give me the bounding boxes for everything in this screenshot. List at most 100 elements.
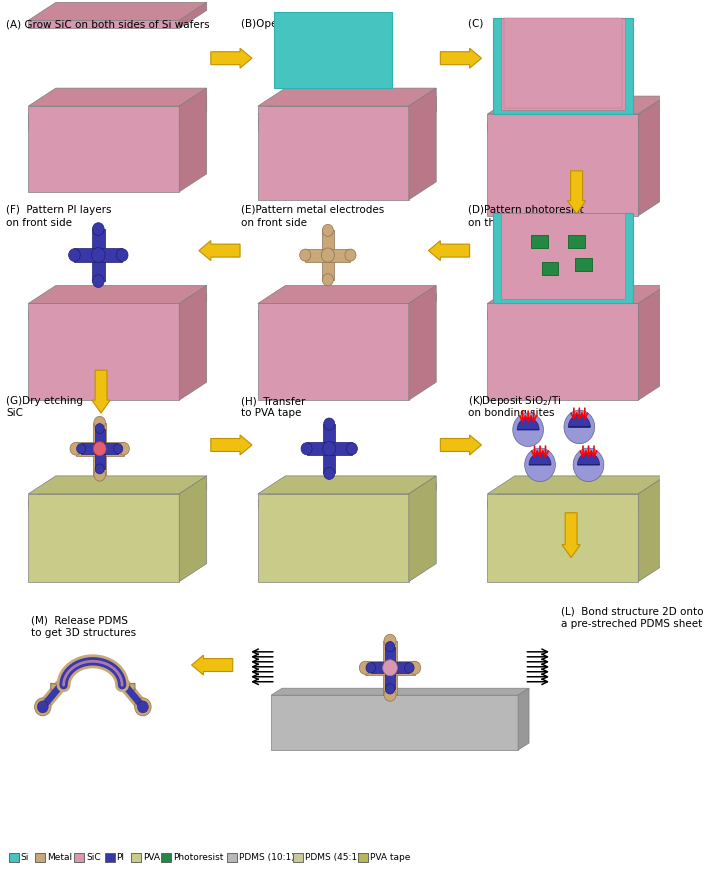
Polygon shape [577, 453, 600, 465]
Circle shape [135, 698, 151, 716]
Bar [227, 853, 237, 862]
Polygon shape [28, 483, 207, 500]
Text: Photoresist: Photoresist [174, 853, 224, 862]
FancyArrow shape [192, 655, 233, 675]
Circle shape [68, 248, 81, 262]
Bar [95, 428, 104, 469]
Text: PDMS (10:1): PDMS (10:1) [239, 853, 294, 862]
Bar [501, 19, 625, 109]
Polygon shape [179, 483, 207, 507]
Polygon shape [179, 96, 207, 122]
Circle shape [405, 663, 414, 673]
Polygon shape [258, 96, 436, 114]
Polygon shape [28, 293, 207, 311]
Circle shape [138, 701, 148, 713]
Polygon shape [179, 104, 207, 130]
Polygon shape [409, 88, 436, 200]
FancyArrow shape [92, 370, 110, 413]
Polygon shape [258, 285, 436, 303]
Circle shape [384, 634, 396, 648]
Text: PDMS (45:1): PDMS (45:1) [305, 853, 360, 862]
Bar [74, 248, 122, 262]
Circle shape [300, 249, 311, 261]
Circle shape [345, 249, 356, 261]
Circle shape [114, 444, 122, 454]
Text: on the back side: on the back side [468, 218, 554, 227]
Polygon shape [179, 476, 207, 581]
Polygon shape [409, 483, 436, 507]
Polygon shape [487, 114, 639, 216]
FancyArrow shape [567, 171, 586, 214]
Bar [92, 229, 104, 281]
Polygon shape [28, 96, 207, 114]
Circle shape [93, 441, 107, 456]
Polygon shape [51, 684, 63, 690]
Polygon shape [258, 293, 436, 311]
Circle shape [91, 248, 105, 263]
Bar [384, 640, 397, 695]
Circle shape [94, 441, 106, 455]
Bar [323, 424, 336, 473]
Polygon shape [258, 303, 409, 400]
Bar [501, 212, 625, 299]
Text: to PVA tape: to PVA tape [241, 408, 302, 418]
Polygon shape [258, 476, 436, 494]
Polygon shape [28, 476, 207, 494]
Polygon shape [28, 285, 207, 303]
Circle shape [513, 413, 544, 447]
Polygon shape [518, 688, 529, 750]
Circle shape [323, 225, 333, 236]
Circle shape [525, 448, 555, 482]
Circle shape [35, 698, 51, 716]
Bar [74, 853, 84, 862]
Circle shape [383, 660, 397, 676]
Polygon shape [258, 500, 409, 507]
Bar [161, 853, 171, 862]
Polygon shape [28, 303, 179, 400]
Bar [131, 853, 141, 862]
Polygon shape [639, 285, 666, 400]
Text: Metal: Metal [47, 853, 72, 862]
FancyArrow shape [199, 241, 240, 261]
Polygon shape [28, 20, 179, 28]
Bar [575, 258, 592, 271]
Polygon shape [487, 285, 666, 303]
Polygon shape [639, 483, 666, 507]
Text: to get 3D structures: to get 3D structures [31, 628, 136, 639]
Text: (D)Pattern photoresist: (D)Pattern photoresist [468, 204, 583, 215]
Polygon shape [409, 476, 436, 581]
Circle shape [324, 467, 335, 479]
Bar [293, 853, 303, 862]
Bar [305, 248, 351, 262]
Circle shape [346, 442, 357, 455]
Bar [365, 661, 415, 675]
Polygon shape [258, 483, 436, 500]
Circle shape [95, 464, 104, 474]
Bar [274, 12, 392, 88]
Circle shape [384, 662, 395, 674]
Circle shape [301, 442, 312, 455]
Circle shape [118, 442, 130, 455]
Polygon shape [487, 500, 639, 507]
Polygon shape [28, 494, 179, 581]
Circle shape [94, 443, 105, 455]
Circle shape [37, 701, 48, 713]
Text: SiC: SiC [86, 853, 101, 862]
Polygon shape [487, 104, 666, 122]
Bar [493, 212, 633, 303]
Bar [35, 853, 45, 862]
Bar [359, 853, 369, 862]
Polygon shape [487, 122, 639, 130]
Circle shape [383, 660, 397, 676]
Polygon shape [487, 311, 639, 320]
Text: PVA tape: PVA tape [370, 853, 410, 862]
Polygon shape [28, 106, 179, 192]
Polygon shape [28, 3, 207, 20]
Polygon shape [529, 453, 551, 465]
Text: Si: Si [21, 853, 29, 862]
Text: PI: PI [117, 853, 125, 862]
Circle shape [409, 662, 420, 674]
Circle shape [323, 274, 333, 285]
Text: (A) Grow SiC on both sides of Si wafers: (A) Grow SiC on both sides of Si wafers [6, 19, 210, 29]
Circle shape [573, 448, 604, 482]
